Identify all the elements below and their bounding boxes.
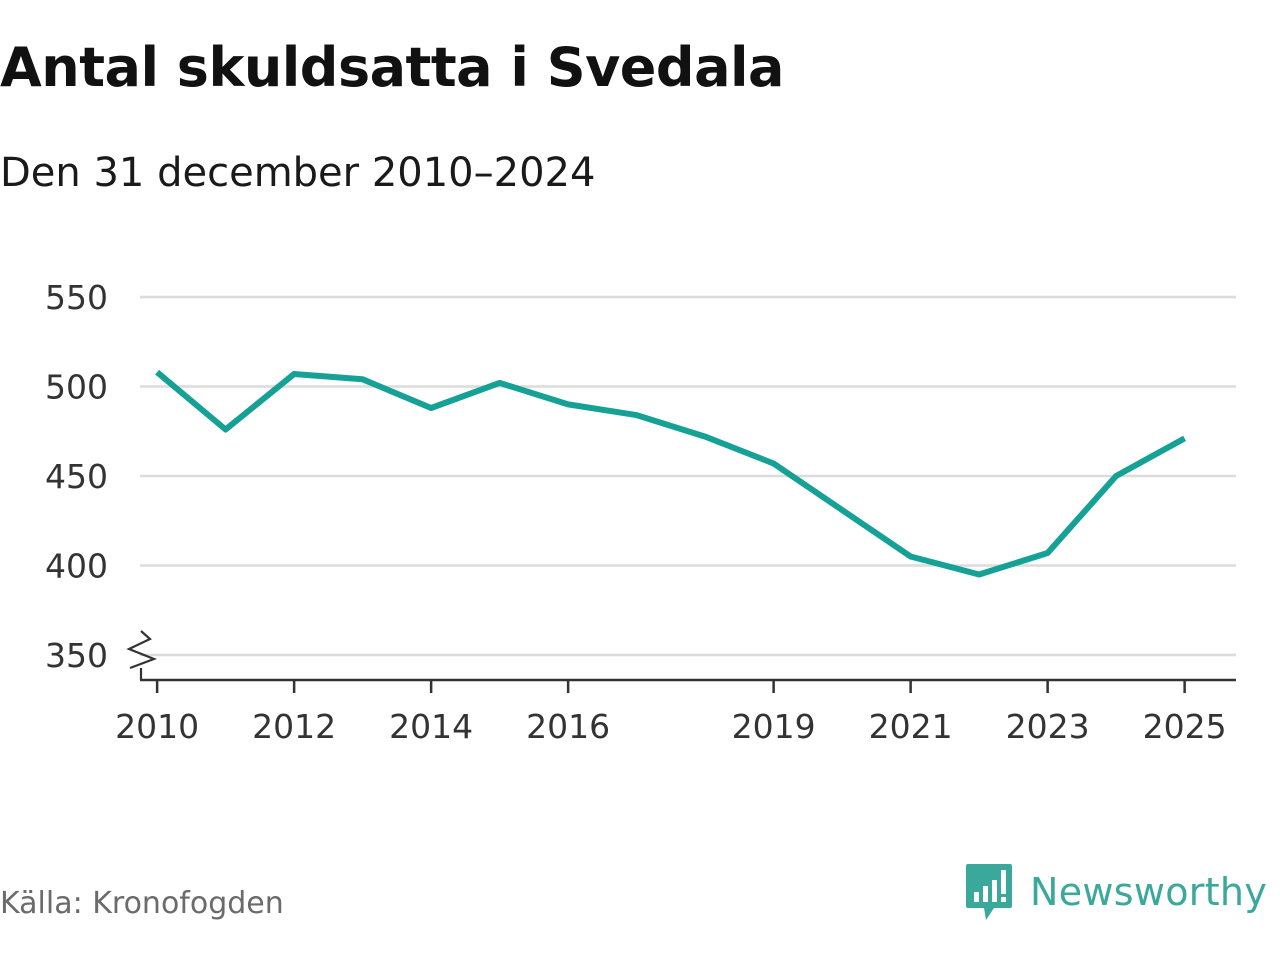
x-tick-label: 2016 bbox=[526, 707, 610, 746]
newsworthy-logo-icon bbox=[966, 864, 1012, 920]
y-axis-break bbox=[126, 630, 158, 670]
chart-title: Antal skuldsatta i Svedala bbox=[0, 36, 784, 99]
y-tick-label: 550 bbox=[45, 278, 108, 317]
x-tick-label: 2025 bbox=[1143, 707, 1227, 746]
chart-subtitle: Den 31 december 2010–2024 bbox=[0, 150, 596, 196]
source-note: Källa: Kronofogden bbox=[0, 886, 284, 921]
y-tick-label: 450 bbox=[45, 457, 108, 496]
x-tick-label: 2019 bbox=[732, 707, 816, 746]
y-tick-label: 500 bbox=[45, 368, 108, 407]
x-tick-label: 2012 bbox=[252, 707, 336, 746]
series-line bbox=[155, 369, 1187, 578]
brand-name: Newsworthy bbox=[1030, 870, 1268, 914]
brand: Newsworthy bbox=[964, 862, 1267, 922]
x-tick-label: 2010 bbox=[115, 707, 199, 746]
x-tick-label: 2021 bbox=[869, 707, 953, 746]
y-tick-label: 400 bbox=[45, 547, 108, 586]
x-tick-label: 2023 bbox=[1006, 707, 1090, 746]
y-tick-label: 350 bbox=[45, 636, 108, 675]
x-tick-label: 2014 bbox=[389, 707, 473, 746]
